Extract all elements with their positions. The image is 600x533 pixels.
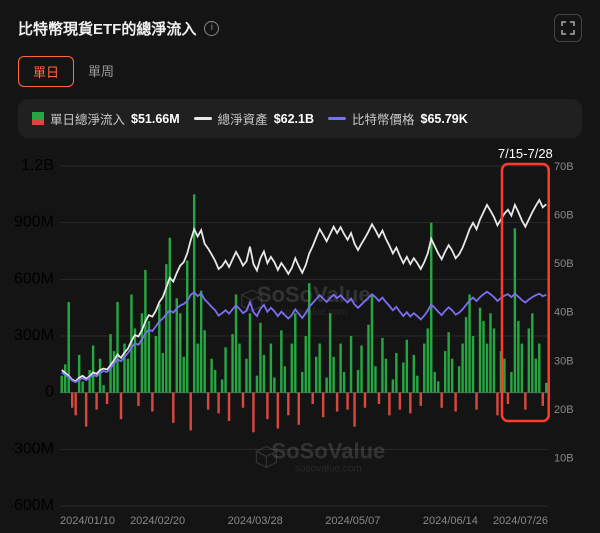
line-swatch-price [328,117,346,120]
svg-text:300M: 300M [14,327,54,344]
tab-daily[interactable]: 單日 [18,56,74,87]
svg-text:900M: 900M [14,214,54,231]
legend-assets: 總淨資產 $62.1B [194,109,314,128]
legend-flow: 單日總淨流入 $51.66M [32,109,180,128]
svg-text:30B: 30B [554,355,574,367]
bar-swatch-icon [32,112,44,125]
legend-bar: 單日總淨流入 $51.66M 總淨資產 $62.1B 比特幣價格 $65.79K [18,99,582,138]
svg-text:10B: 10B [554,452,574,464]
svg-text:600M: 600M [14,270,54,287]
svg-text:2024/07/26: 2024/07/26 [493,515,548,527]
svg-text:sosovalue.com: sosovalue.com [295,463,362,474]
chart-title: 比特幣現貨ETF的總淨流入 [18,18,196,39]
legend-price-value: $65.79K [421,112,468,126]
period-tabs: 單日 單周 [0,50,600,99]
title-wrap: 比特幣現貨ETF的總淨流入 i [18,18,219,39]
line-swatch-assets [194,117,212,120]
tab-weekly[interactable]: 單周 [74,56,128,87]
svg-text:SoSoValue: SoSoValue [272,438,386,463]
svg-text:0: 0 [45,384,54,401]
chart-svg: -600M -300M 0 300M 600M 900M 1.2B 10B 20B 30B 40B 5… [12,142,588,532]
expand-button[interactable] [554,14,582,42]
svg-text:2024/01/10: 2024/01/10 [60,515,115,527]
svg-text:2024/03/28: 2024/03/28 [228,515,283,527]
svg-text:60B: 60B [554,210,574,222]
legend-price: 比特幣價格 $65.79K [328,109,468,128]
svg-text:40B: 40B [554,307,574,319]
info-icon[interactable]: i [204,21,219,36]
svg-text:70B: 70B [554,161,574,173]
svg-text:-600M: -600M [12,497,54,514]
svg-text:2024/06/14: 2024/06/14 [423,515,478,527]
svg-text:7/15-7/28: 7/15-7/28 [498,146,553,161]
chart-header: 比特幣現貨ETF的總淨流入 i [0,0,600,50]
expand-icon [561,21,575,35]
legend-price-label: 比特幣價格 [352,109,415,128]
svg-text:1.2B: 1.2B [21,157,54,174]
svg-text:50B: 50B [554,258,574,270]
svg-text:20B: 20B [554,404,574,416]
svg-text:2024/05/07: 2024/05/07 [325,515,380,527]
svg-text:2024/02/20: 2024/02/20 [130,515,185,527]
legend-assets-value: $62.1B [274,112,314,126]
legend-flow-label: 單日總淨流入 [50,109,125,128]
legend-flow-value: $51.66M [131,112,180,126]
legend-assets-label: 總淨資產 [218,109,268,128]
chart-area: -600M -300M 0 300M 600M 900M 1.2B 10B 20B 30B 40B 5… [0,142,600,532]
svg-text:-300M: -300M [12,440,54,457]
